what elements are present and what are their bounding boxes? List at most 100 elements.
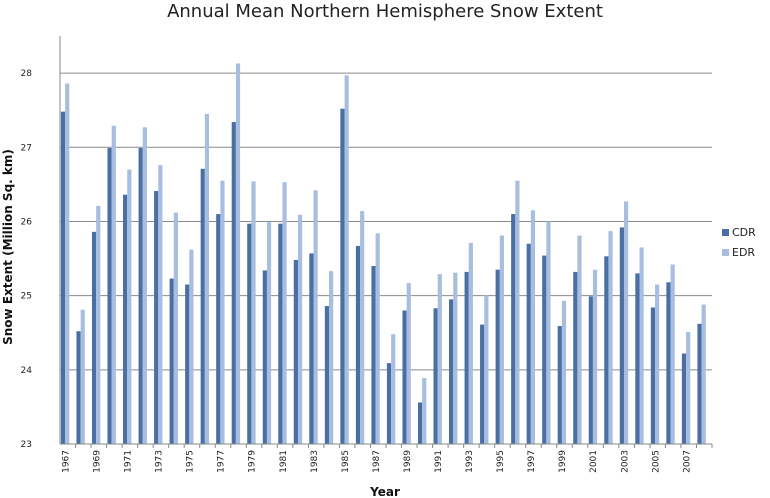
- bar-cdr-1986: [355, 245, 361, 444]
- bar-edr-2002: [608, 231, 613, 444]
- bar-edr-1971: [127, 169, 132, 444]
- bar-cdr-1990: [417, 402, 423, 444]
- bar-cdr-1969: [91, 231, 97, 444]
- x-tick-label: 1999: [558, 450, 568, 473]
- bar-cdr-1967: [60, 111, 66, 444]
- y-tick-labels: 23 24 25 26 27 28: [21, 69, 33, 450]
- bar-edr-1979: [251, 181, 256, 444]
- x-tick-label: 1983: [310, 450, 320, 473]
- bar-edr-1981: [282, 182, 287, 444]
- bar-cdr-1983: [309, 253, 314, 444]
- bar-edr-1998: [546, 221, 551, 444]
- x-tick-label: 2003: [620, 450, 630, 473]
- bar-cdr-2005: [650, 307, 656, 444]
- bar-edr-2001: [592, 269, 598, 444]
- bar-edr-1967: [65, 83, 70, 444]
- x-tick-label: 2005: [651, 450, 661, 473]
- bar-edr-1980: [266, 222, 272, 444]
- y-tick-label: 26: [21, 217, 33, 227]
- bar-cdr-2002: [604, 256, 609, 444]
- x-tick-label: 1985: [341, 450, 351, 473]
- bar-cdr-1975: [185, 284, 190, 444]
- bar-edr-1984: [329, 271, 334, 444]
- bar-edr-1973: [158, 165, 163, 445]
- bar-cdr-1980: [262, 270, 267, 444]
- x-tick-label: 2007: [682, 450, 692, 473]
- bar-cdr-1987: [371, 265, 376, 444]
- bar-cdr-1978: [231, 122, 236, 445]
- bar-cdr-2006: [666, 282, 671, 444]
- bar-edr-1995: [499, 235, 504, 444]
- bar-cdr-1991: [433, 308, 438, 444]
- y-tick-label: 23: [21, 440, 32, 450]
- bar-edr-1982: [297, 214, 303, 444]
- legend-label-edr: EDR: [732, 246, 755, 259]
- bar-cdr-1976: [200, 168, 205, 444]
- x-tick-label: 1975: [186, 450, 196, 473]
- bar-cdr-1999: [557, 326, 562, 444]
- bar-edr-1968: [80, 309, 85, 444]
- bar-cdr-2008: [697, 323, 702, 444]
- bar-edr-2003: [623, 201, 629, 444]
- bar-edr-1983: [313, 190, 318, 444]
- x-tick-labels: 1967 1969 1971 1973 1975 1977 1979 1981 1983 1985…: [61, 444, 713, 473]
- y-tick-label: 24: [21, 366, 33, 376]
- x-tick-label: 1977: [217, 450, 227, 473]
- bar-edr-1975: [189, 249, 194, 444]
- bar-edr-1977: [220, 180, 225, 444]
- bar-edr-2008: [701, 304, 706, 444]
- bar-edr-1976: [204, 113, 210, 445]
- bars: [60, 63, 706, 445]
- bar-edr-2004: [639, 247, 644, 444]
- x-tick-label: 1991: [434, 450, 444, 473]
- bar-cdr-1994: [480, 324, 485, 444]
- bar-edr-1989: [406, 283, 411, 444]
- bar-cdr-1984: [324, 306, 330, 444]
- bar-edr-1988: [391, 334, 396, 444]
- x-tick-label: 1967: [61, 450, 71, 473]
- bar-cdr-1982: [293, 260, 298, 444]
- bar-cdr-2007: [681, 353, 687, 444]
- bar-edr-1972: [142, 127, 147, 444]
- x-tick-label: 1995: [496, 450, 506, 473]
- bar-edr-1985: [344, 75, 349, 445]
- x-tick-label: 1987: [372, 450, 382, 473]
- bar-cdr-1981: [278, 223, 283, 444]
- bar-cdr-1989: [402, 310, 407, 444]
- bar-edr-1978: [235, 63, 241, 445]
- bar-edr-1992: [453, 272, 458, 444]
- legend-swatch-cdr: [722, 229, 729, 236]
- bar-edr-1997: [530, 210, 536, 444]
- bar-cdr-1996: [511, 214, 516, 444]
- x-tick-label: 1971: [124, 450, 134, 473]
- bar-cdr-1970: [107, 148, 112, 445]
- bar-cdr-1985: [340, 108, 345, 444]
- legend: CDR EDR: [722, 226, 756, 259]
- y-tick-label: 25: [21, 292, 32, 302]
- bar-edr-2000: [577, 235, 582, 444]
- y-tick-label: 28: [21, 69, 33, 79]
- chart-title: Annual Mean Northern Hemisphere Snow Ext…: [167, 1, 603, 22]
- bar-cdr-1974: [169, 278, 174, 444]
- bar-edr-1996: [515, 180, 520, 444]
- gridlines: [60, 72, 712, 371]
- bar-edr-1970: [111, 125, 116, 444]
- bar-cdr-1979: [247, 223, 252, 444]
- y-axis-label: Snow Extent (Million Sq. km): [1, 149, 15, 345]
- bar-edr-2005: [655, 284, 660, 444]
- x-tick-label: 1973: [155, 450, 165, 473]
- bar-cdr-1968: [76, 331, 81, 444]
- bar-edr-1990: [422, 377, 427, 444]
- bar-cdr-1998: [542, 255, 547, 444]
- x-tick-label: 1981: [279, 450, 289, 473]
- x-axis-label: Year: [369, 485, 400, 498]
- x-tick-label: 1997: [527, 450, 537, 473]
- bar-cdr-2001: [588, 296, 593, 444]
- bar-cdr-2000: [573, 271, 578, 444]
- bar-edr-1969: [96, 205, 101, 444]
- x-tick-label: 1969: [92, 450, 102, 473]
- bar-cdr-1972: [138, 148, 143, 445]
- bar-cdr-1973: [154, 191, 159, 444]
- bar-edr-1986: [360, 211, 365, 444]
